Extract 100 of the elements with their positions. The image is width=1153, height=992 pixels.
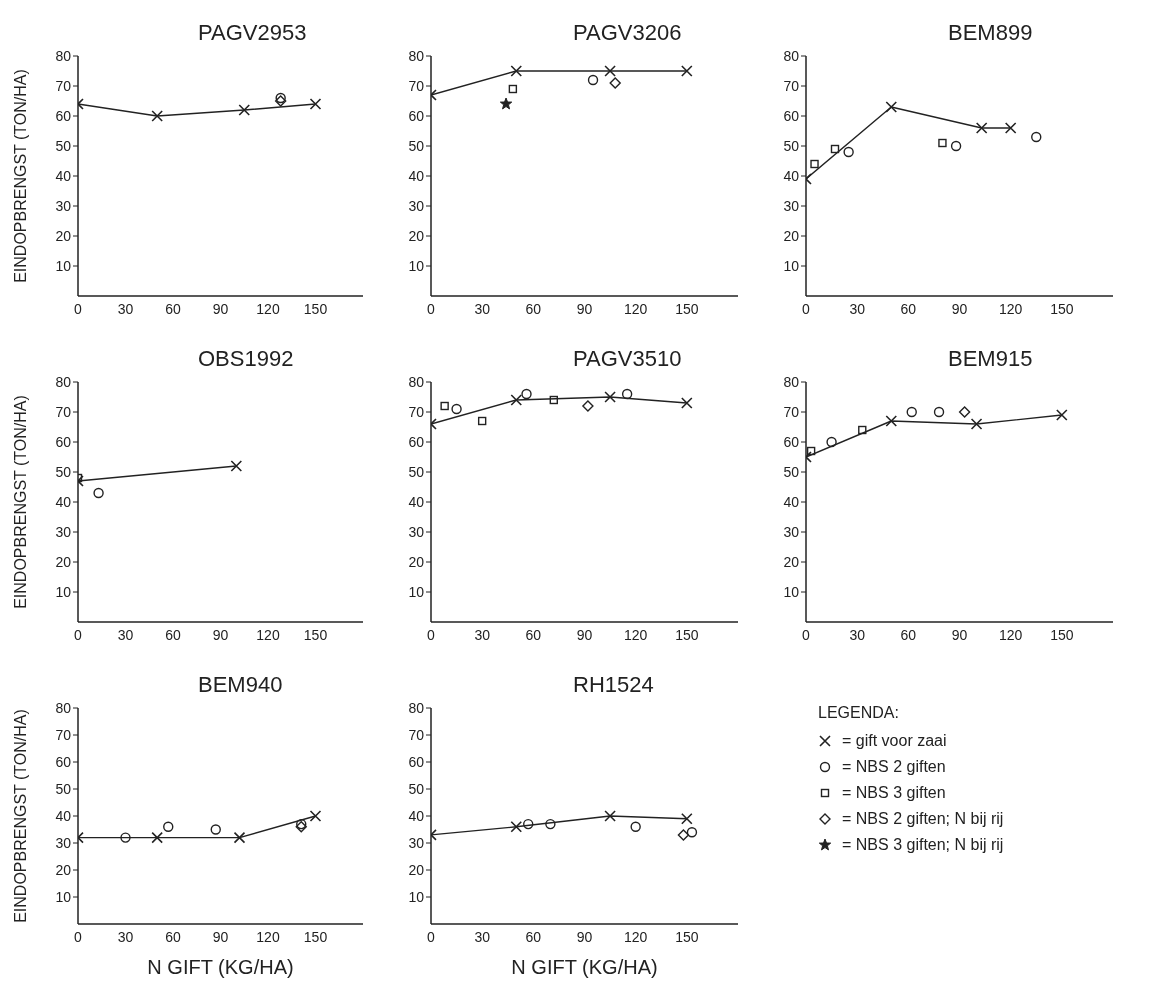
point bbox=[681, 812, 693, 825]
x-tick-label: 150 bbox=[303, 300, 328, 317]
y-tick-label: 50 bbox=[783, 137, 800, 154]
y-tick-label: 10 bbox=[55, 583, 72, 600]
chart-title: BEM899 bbox=[948, 20, 1033, 46]
text: = NBS 2 giften bbox=[842, 758, 946, 776]
point bbox=[549, 395, 558, 405]
point bbox=[309, 810, 322, 822]
point bbox=[309, 98, 322, 110]
point bbox=[933, 406, 945, 418]
y-tick-label: 50 bbox=[783, 463, 800, 480]
chart-title: PAGV2953 bbox=[198, 20, 307, 46]
x-tick-label: 30 bbox=[849, 626, 866, 643]
text: = NBS 3 giften; N bij rij bbox=[842, 836, 1004, 854]
y-tick-label: 60 bbox=[55, 107, 72, 124]
y-tick-label: 20 bbox=[55, 553, 72, 570]
x-tick-label: 120 bbox=[623, 626, 648, 643]
x-tick-label: 150 bbox=[675, 626, 699, 643]
y-tick-label: 60 bbox=[55, 753, 72, 770]
x-tick-label: 120 bbox=[623, 928, 648, 945]
point bbox=[440, 401, 449, 411]
chart-title: OBS1992 bbox=[198, 346, 294, 372]
y-tick-label: 20 bbox=[783, 227, 800, 244]
x-tick-label: 90 bbox=[951, 300, 968, 317]
point bbox=[843, 146, 854, 158]
point bbox=[451, 403, 462, 415]
y-tick-label: 70 bbox=[408, 403, 425, 420]
y-axis-title: EINDOPBRENGST (TON/HA) bbox=[11, 69, 29, 283]
text: LEGENDA: bbox=[818, 704, 900, 722]
point bbox=[151, 110, 163, 122]
point bbox=[621, 388, 633, 400]
y-tick-label: 80 bbox=[408, 47, 425, 64]
x-tick-label: 150 bbox=[303, 928, 328, 945]
point bbox=[582, 400, 594, 412]
text: = NBS 2 giften; N bij rij bbox=[842, 810, 1004, 828]
y-tick-label: 30 bbox=[783, 197, 800, 214]
y-tick-label: 70 bbox=[55, 403, 72, 420]
x-tick-label: 60 bbox=[525, 928, 542, 945]
x-tick-label: 30 bbox=[849, 300, 866, 317]
point bbox=[806, 446, 816, 456]
y-tick-label: 30 bbox=[408, 834, 425, 851]
y-tick-label: 10 bbox=[55, 257, 72, 274]
y-tick-label: 80 bbox=[408, 699, 425, 716]
y-tick-label: 60 bbox=[408, 433, 425, 450]
x-tick-label: 120 bbox=[256, 928, 280, 945]
y-tick-label: 20 bbox=[783, 553, 800, 570]
y-tick-label: 10 bbox=[783, 257, 800, 274]
x-tick-label: 120 bbox=[998, 626, 1023, 643]
y-tick-label: 40 bbox=[55, 807, 72, 824]
x-axis-title: N GIFT (KG/HA) bbox=[511, 956, 658, 978]
x-tick-label: 0 bbox=[427, 300, 436, 317]
point bbox=[938, 138, 947, 148]
x-tick-label: 120 bbox=[998, 300, 1023, 317]
y-tick-label: 80 bbox=[783, 373, 800, 390]
point bbox=[233, 831, 246, 844]
point bbox=[1004, 122, 1017, 134]
point bbox=[681, 397, 693, 409]
x-tick-label: 150 bbox=[1050, 626, 1074, 643]
x-tick-label: 30 bbox=[474, 626, 491, 643]
point bbox=[885, 415, 898, 427]
y-tick-label: 50 bbox=[408, 463, 425, 480]
y-tick-label: 80 bbox=[408, 373, 425, 390]
point bbox=[609, 77, 621, 89]
x-tick-label: 90 bbox=[576, 928, 593, 945]
x-tick-label: 60 bbox=[165, 300, 181, 317]
x-tick-label: 0 bbox=[427, 928, 436, 945]
y-tick-label: 30 bbox=[408, 197, 425, 214]
point bbox=[1031, 131, 1042, 143]
x-tick-label: 120 bbox=[256, 626, 280, 643]
y-tick-label: 20 bbox=[55, 861, 72, 878]
x-tick-label: 150 bbox=[1050, 300, 1074, 317]
y-tick-label: 70 bbox=[783, 77, 800, 94]
y-tick-label: 60 bbox=[55, 433, 72, 450]
point bbox=[970, 418, 983, 430]
y-tick-label: 60 bbox=[783, 107, 800, 124]
y-tick-label: 80 bbox=[55, 47, 72, 64]
y-tick-label: 10 bbox=[783, 583, 800, 600]
y-tick-label: 30 bbox=[55, 523, 72, 540]
y-axis-title: EINDOPBRENGST (TON/HA) bbox=[11, 395, 29, 609]
point bbox=[826, 436, 837, 448]
y-tick-label: 40 bbox=[55, 167, 72, 184]
y-tick-label: 30 bbox=[55, 197, 72, 214]
y-tick-label: 40 bbox=[408, 167, 425, 184]
x-tick-label: 0 bbox=[427, 626, 436, 643]
x-tick-label: 150 bbox=[675, 928, 699, 945]
point bbox=[858, 425, 867, 435]
y-tick-label: 40 bbox=[408, 807, 425, 824]
x-tick-label: 0 bbox=[74, 626, 83, 643]
point bbox=[499, 97, 513, 110]
point bbox=[604, 391, 616, 403]
point bbox=[587, 74, 599, 86]
x-tick-label: 30 bbox=[117, 928, 134, 945]
y-tick-label: 50 bbox=[408, 137, 425, 154]
y-tick-label: 70 bbox=[55, 77, 72, 94]
point bbox=[1056, 409, 1068, 421]
point bbox=[210, 824, 221, 835]
x-tick-label: 30 bbox=[117, 626, 134, 643]
text: = gift voor zaai bbox=[842, 732, 947, 750]
point bbox=[906, 406, 917, 418]
y-tick-label: 70 bbox=[55, 726, 72, 743]
